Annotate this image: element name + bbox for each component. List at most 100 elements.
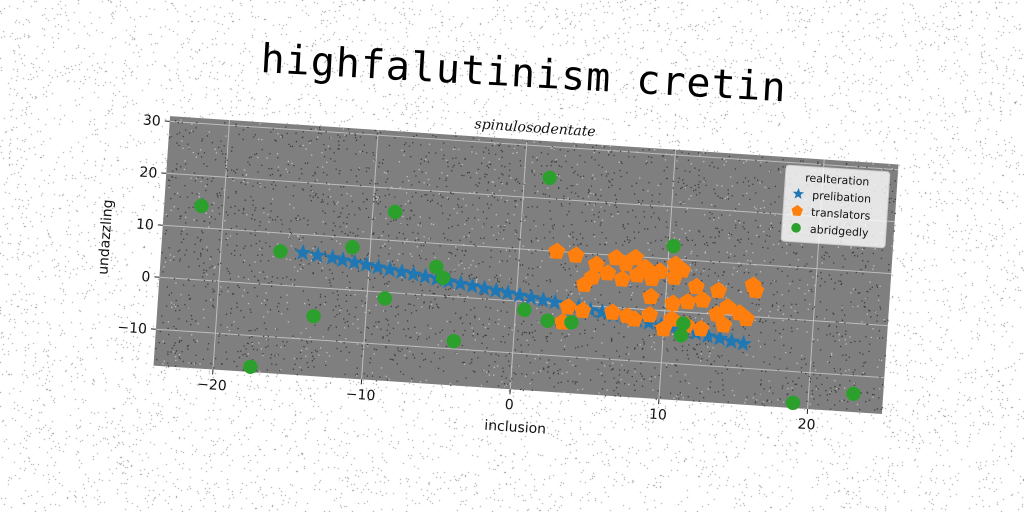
point-prelibation [334, 251, 352, 268]
grid-line-y [155, 328, 885, 379]
data-marks [194, 170, 861, 411]
point-abridgedly [517, 302, 532, 318]
grid-line-y [162, 224, 892, 275]
point-translators [664, 294, 682, 312]
point-prelibation [534, 291, 552, 308]
point-translators [599, 264, 617, 281]
y-tick-label: −10 [117, 320, 148, 338]
grid-line-x [509, 139, 528, 390]
legend-label-abridgedly: abridgedly [810, 223, 870, 240]
point-translators [643, 269, 661, 287]
x-tick-label: −20 [197, 377, 228, 395]
point-translators [548, 242, 566, 260]
point-prelibation [357, 255, 375, 273]
point-abridgedly [377, 291, 393, 306]
point-translators [627, 248, 645, 266]
point-prelibation [452, 274, 470, 292]
point-prelibation [734, 334, 752, 352]
point-abridgedly [446, 333, 461, 349]
point-translators [587, 255, 605, 273]
x-tick-label: 0 [504, 397, 514, 414]
point-abridgedly [785, 395, 801, 411]
point-translators [710, 281, 728, 299]
point-prelibation [416, 267, 434, 285]
point-abridgedly [273, 244, 288, 259]
plot-speckle-noise [155, 119, 899, 412]
legend-marker-translators [791, 204, 803, 216]
point-translators [628, 266, 647, 283]
point-prelibation [475, 279, 493, 296]
point-abridgedly [542, 170, 557, 186]
point-prelibation [546, 293, 564, 311]
point-abridgedly [435, 270, 451, 285]
legend-label-prelibation: prelibation [812, 189, 872, 206]
point-abridgedly [243, 359, 258, 374]
point-translators [576, 275, 594, 293]
point-prelibation [522, 288, 541, 306]
point-abridgedly [540, 313, 555, 328]
point-translators [663, 310, 681, 327]
point-translators [604, 303, 622, 321]
point-translators [613, 270, 631, 287]
plot-title: spinulosodentate [474, 116, 596, 140]
point-prelibation [711, 329, 729, 347]
y-axis-label: undazzling [95, 199, 116, 275]
x-tick-label: 10 [648, 407, 667, 424]
point-translators [679, 292, 697, 310]
point-translators [687, 277, 705, 295]
x-axis-label: inclusion [484, 418, 547, 438]
point-prelibation [699, 327, 717, 344]
point-translators [574, 301, 592, 319]
point-prelibation [393, 262, 411, 280]
point-abridgedly [306, 308, 321, 324]
point-prelibation [324, 248, 342, 266]
grid-line-y [166, 172, 895, 223]
point-prelibation [405, 265, 423, 282]
point-prelibation [309, 246, 327, 263]
plot-noise-dots-light [162, 119, 899, 412]
point-translators [715, 316, 733, 333]
point-translators [641, 306, 659, 323]
point-prelibation [593, 303, 611, 320]
point-abridgedly [676, 316, 691, 331]
y-tick-label: 0 [141, 269, 151, 286]
y-axis-ticks: −10 0 10 20 30 [117, 113, 170, 338]
legend-marker-abridgedly [791, 223, 801, 233]
legend-title: realteration [805, 171, 870, 188]
point-translators [655, 320, 673, 337]
point-prelibation [487, 281, 505, 299]
point-prelibation [511, 286, 529, 304]
legend: realteration prelibationtranslatorsabrid… [780, 164, 891, 249]
point-abridgedly [194, 198, 209, 214]
point-prelibation [499, 284, 517, 301]
x-axis-ticks: −20 −10 0 10 20 [197, 369, 816, 434]
point-prelibation [463, 277, 482, 294]
point-translators [694, 291, 712, 308]
point-abridgedly [429, 259, 444, 275]
point-prelibation [723, 332, 741, 349]
grid-lines [155, 120, 899, 410]
y-tick-label: 20 [139, 165, 158, 182]
point-prelibation [346, 253, 364, 271]
point-abridgedly [846, 386, 861, 401]
point-abridgedly [666, 238, 681, 254]
legend-box [780, 164, 891, 249]
point-translators [567, 246, 585, 263]
point-translators [747, 281, 765, 299]
point-translators [559, 297, 577, 315]
point-translators [642, 287, 660, 305]
point-prelibation [369, 258, 387, 275]
series-abridgedly [194, 170, 861, 411]
point-translators [692, 319, 710, 337]
grid-line-x [361, 129, 379, 380]
grid-line-y [169, 120, 899, 171]
point-prelibation [294, 243, 312, 261]
point-abridgedly [387, 204, 403, 220]
point-translators [626, 310, 644, 327]
plot-background [153, 116, 899, 414]
y-tick-label: 30 [142, 113, 161, 130]
series-translators [548, 242, 765, 337]
